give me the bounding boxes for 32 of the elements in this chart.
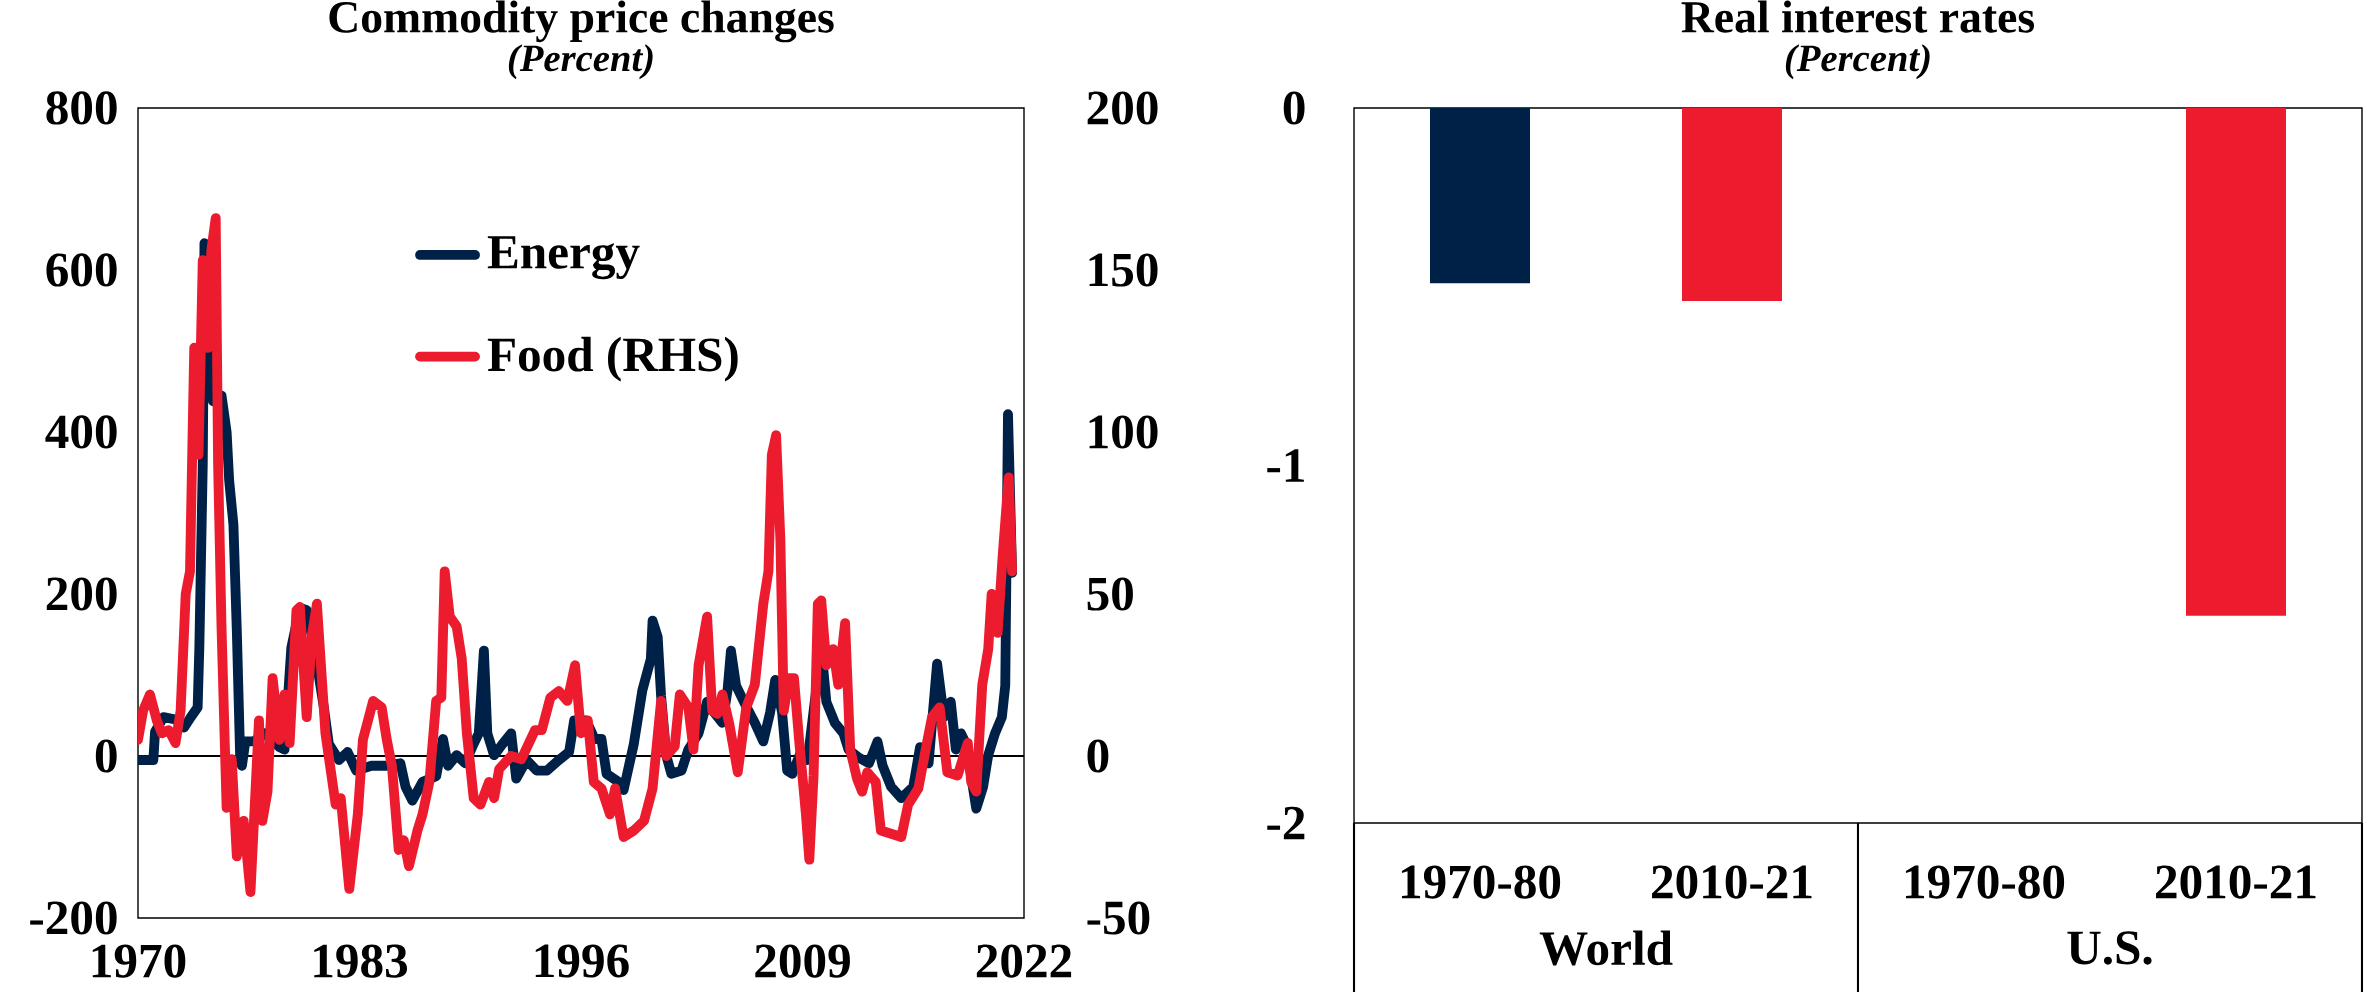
chart-subtitle: (Percent) [508,44,653,80]
chart-title: Real interest rates [1681,0,2035,33]
y-tick-label: 0 [1283,91,1305,125]
y-tick-label: -2 [1267,806,1305,840]
y-tick-label: 600 [46,253,117,287]
legend-label: Food (RHS) [487,336,738,382]
x-tick-label: 1970-80 [1401,865,1561,899]
x-tick-label: 2022 [976,944,1072,978]
x-tick-label: 2009 [755,944,850,978]
y-tick-label: 400 [45,415,117,449]
x-tick-label: 2010-21 [1652,865,1812,899]
y-tick-label: 800 [46,91,117,125]
x-tick-label: 1970 [92,944,186,978]
x-tick-label: 1983 [314,944,408,978]
y2-tick-label: 200 [1087,91,1158,125]
y2-tick-label: 100 [1089,415,1158,449]
x-tick-label: 1970-80 [1905,865,2065,899]
chart-subtitle: (Percent) [1785,44,1930,80]
y-tick-label: 200 [46,577,117,611]
y-tick-label: -200 [30,901,117,935]
chart-title: Commodity price changes [329,0,834,43]
legend-label: Energy [487,236,640,280]
y2-tick-label: 150 [1089,253,1158,287]
y-tick-label: -1 [1267,449,1304,482]
x-tick-label: 2010-21 [2156,865,2316,899]
y2-tick-label: -50 [1087,901,1150,935]
text: U.S. [2067,931,2152,965]
x-tick-label: 1996 [535,944,629,978]
y2-tick-label: 50 [1087,577,1133,611]
y2-tick-label: 0 [1087,739,1109,773]
y-tick-label: 0 [95,739,117,773]
text: World [1539,930,1673,966]
